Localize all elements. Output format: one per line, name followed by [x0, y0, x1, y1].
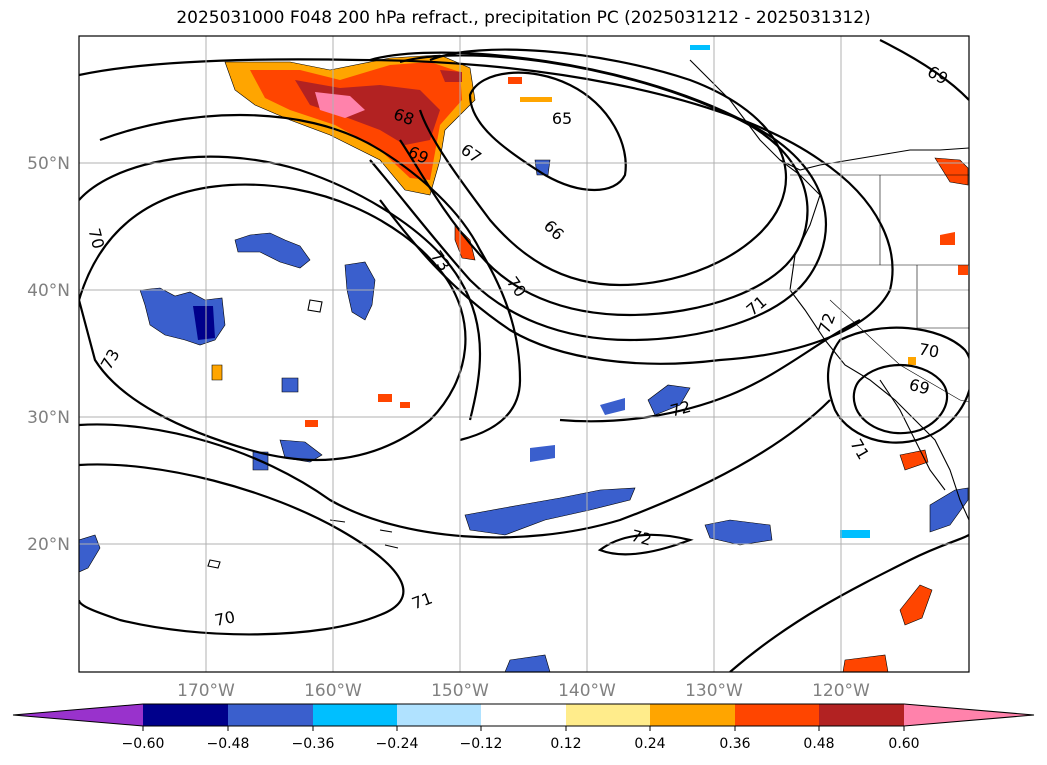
colorbar-extend-under [13, 704, 143, 726]
contour-label: 70 [85, 226, 109, 251]
colorbar-bin [819, 704, 904, 726]
lon-label-160w: 160°W [304, 681, 362, 701]
precip-negative-areas [79, 45, 969, 672]
colorbar-tick-label: −0.48 [207, 736, 250, 752]
lat-label-30n: 30°N [27, 408, 70, 428]
colorbar-bin [313, 704, 397, 726]
contour-label: 72 [668, 397, 693, 421]
colorbar-bin [650, 704, 735, 726]
contour-label: 65 [552, 109, 572, 128]
colorbar-tick-label: 0.24 [634, 736, 665, 752]
colorbar-bin [143, 704, 228, 726]
colorbar-extend-over [904, 704, 1034, 726]
latitude-labels: 50°N 40°N 30°N 20°N [27, 154, 70, 555]
map-frame [78, 35, 970, 673]
colorbar-tick-label: 0.36 [719, 736, 750, 752]
lon-label-150w: 150°W [431, 681, 489, 701]
lon-label-120w: 120°W [812, 681, 870, 701]
colorbar-bin [735, 704, 819, 726]
lat-label-40n: 40°N [27, 281, 70, 301]
contour-label: 69 [907, 375, 932, 399]
colorbar-tick-label: −0.60 [122, 736, 165, 752]
colorbar-tick-label: 0.48 [803, 736, 834, 752]
contour-label: 72 [629, 526, 654, 550]
colorbar-tick-label: −0.12 [460, 736, 503, 752]
colorbar-tick-label: −0.36 [292, 736, 335, 752]
map-area [79, 36, 969, 672]
colorbar-bin [481, 704, 566, 726]
lon-label-170w: 170°W [177, 681, 235, 701]
colorbar-bin [397, 704, 481, 726]
precip-positive-small [211, 157, 969, 672]
graticule [79, 36, 969, 672]
lon-label-130w: 130°W [685, 681, 743, 701]
colorbar-tick-label: 0.60 [888, 736, 919, 752]
map-title: 2025031000 F048 200 hPa refract., precip… [176, 8, 871, 28]
colorbar: −0.60 −0.48 −0.36 −0.24 −0.12 0.12 0.24 … [12, 703, 1035, 752]
state-borders [790, 174, 969, 403]
refractivity-contours [79, 39, 969, 672]
colorbar-tick-label: −0.24 [376, 736, 419, 752]
colorbar-bin [228, 704, 313, 726]
contour-label: 70 [917, 339, 940, 361]
lat-label-20n: 20°N [27, 535, 70, 555]
colorbar-tick-label: 0.12 [550, 736, 581, 752]
colorbar-bin [566, 704, 650, 726]
lon-label-140w: 140°W [558, 681, 616, 701]
contour-label: 70 [213, 607, 237, 630]
longitude-labels: 170°W 160°W 150°W 140°W 130°W 120°W [177, 681, 870, 701]
lat-label-50n: 50°N [27, 154, 70, 174]
